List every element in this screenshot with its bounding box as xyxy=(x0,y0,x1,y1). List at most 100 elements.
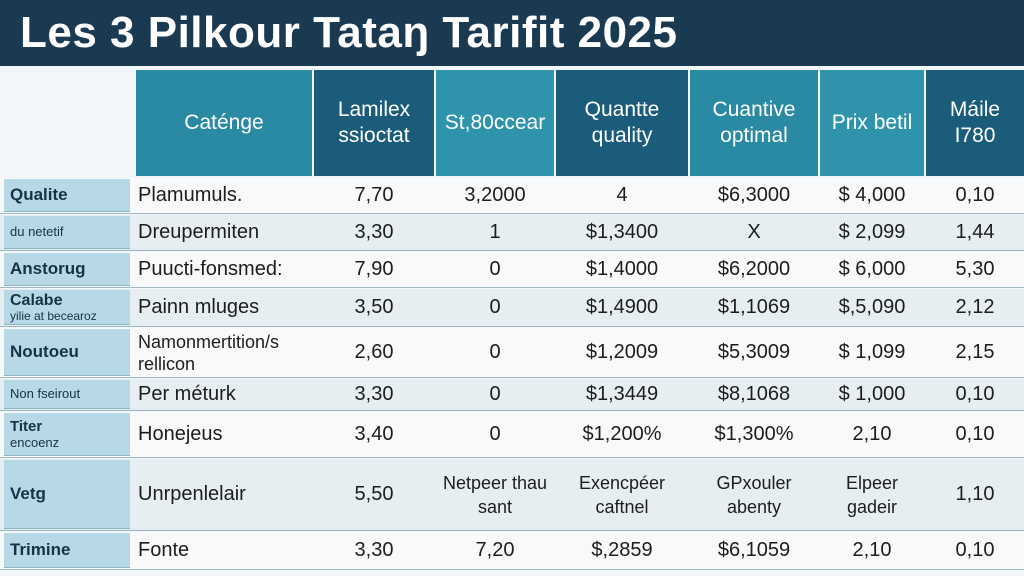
table-cell: Puucti-fonsmed: xyxy=(138,258,283,280)
table-cell: $,2859 xyxy=(591,539,653,561)
table-cell: 0 xyxy=(489,258,501,280)
table-cell: $,5,090 xyxy=(838,296,906,318)
table-cell: $1,3400 xyxy=(585,221,659,243)
table-cell: 3,50 xyxy=(354,296,394,318)
row-label: Vetg xyxy=(4,460,130,529)
row-label: Trimine xyxy=(4,533,130,568)
table-cell: X xyxy=(747,221,761,243)
column-header: St,80ccear xyxy=(436,70,554,176)
row-label: Qualite xyxy=(4,179,130,212)
table-cell: 2,12 xyxy=(955,296,995,318)
table-row: Calabe yilie at becearoz Painn mluges 3,… xyxy=(0,289,1024,327)
row-label-text: Anstorug xyxy=(10,259,86,278)
table-cell: 5,30 xyxy=(955,258,995,280)
table-row: Anstorug Puucti-fonsmed: 7,90 0 $1,4000 … xyxy=(0,252,1024,288)
table-cell: 0 xyxy=(489,423,501,445)
table-row: Non fseirout Per méturk 3,30 0 $1,3449 $… xyxy=(0,379,1024,411)
table-row: du netetif Dreupermiten 3,30 1 $1,3400 X… xyxy=(0,215,1024,251)
row-label-text: Vetg xyxy=(10,484,46,503)
table-cell: $1,4000 xyxy=(585,258,659,280)
table-cell: Per méturk xyxy=(138,383,236,405)
row-label: Calabe yilie at becearoz xyxy=(4,290,130,325)
row-label: Anstorug xyxy=(4,253,130,286)
table-cell: 1,10 xyxy=(955,483,995,505)
table-cell: $1,1069 xyxy=(717,296,791,318)
table-cell: 3,30 xyxy=(354,383,394,405)
table-cell: 5,50 xyxy=(354,483,394,505)
table-cell: $8,1068 xyxy=(717,383,791,405)
table-cell: $1,2009 xyxy=(585,341,659,363)
row-label-text: Calabe xyxy=(10,291,63,309)
table-cell: $ 2,099 xyxy=(838,221,906,243)
table-cell: 2,10 xyxy=(852,539,892,561)
table-cell: Elpeer gadeir xyxy=(845,472,899,517)
row-label-text: Titer xyxy=(10,418,43,435)
table-cell: 0 xyxy=(489,383,501,405)
row-label-text: Qualite xyxy=(10,185,68,204)
row-label: du netetif xyxy=(4,216,130,249)
table-cell: 3,40 xyxy=(354,423,394,445)
column-header: Prix betil xyxy=(820,70,924,176)
table-cell: $ 4,000 xyxy=(838,184,906,206)
column-header: Caténge xyxy=(136,70,312,176)
table-cell: Exencpéer caftnel xyxy=(578,472,666,517)
table-cell: Unrpenlelair xyxy=(138,483,246,505)
table-row: Vetg Unrpenlelair 5,50 Netpeer thau sant… xyxy=(0,459,1024,531)
row-label-subtext: encoenz xyxy=(10,435,60,450)
table-cell: $ 6,000 xyxy=(838,258,906,280)
table-cell: $1,4900 xyxy=(585,296,659,318)
table-cell: 4 xyxy=(616,184,628,206)
title-bar: Les 3 Pilkour Tataŋ Tarifit 2025 xyxy=(0,0,1024,66)
table-cell: $ 1,000 xyxy=(838,383,906,405)
table-cell: 2,15 xyxy=(955,341,995,363)
table-cell: 0,10 xyxy=(955,423,995,445)
row-label: Non fseirout xyxy=(4,380,130,409)
table-cell: Honejeus xyxy=(138,423,223,445)
table-cell: 0,10 xyxy=(955,539,995,561)
table-cell: $1,200% xyxy=(582,423,662,445)
table-cell: 3,2000 xyxy=(464,184,526,206)
table-row: Trimine Fonte 3,30 7,20 $,2859 $6,1059 2… xyxy=(0,532,1024,570)
table-cell: 0,10 xyxy=(955,383,995,405)
table-header-row: Caténge Lamilex ssioctat St,80ccear Quan… xyxy=(0,70,1024,176)
table-cell: $ 1,099 xyxy=(838,341,906,363)
table-cell: 2,10 xyxy=(852,423,892,445)
table-row: Qualite Plamumuls. 7,70 3,2000 4 $6,3000… xyxy=(0,178,1024,214)
table-cell: $5,3009 xyxy=(717,341,791,363)
row-label: Noutoeu xyxy=(4,329,130,376)
table-cell: Dreupermiten xyxy=(138,221,260,243)
pricing-table: Caténge Lamilex ssioctat St,80ccear Quan… xyxy=(0,70,1024,576)
table-cell: Plamumuls. xyxy=(138,184,243,206)
table-cell: 7,20 xyxy=(475,539,515,561)
table-cell: 1,44 xyxy=(955,221,995,243)
table-cell: $6,1059 xyxy=(717,539,791,561)
table-cell: $6,2000 xyxy=(717,258,791,280)
table-cell: 0 xyxy=(489,296,501,318)
table-cell: 1 xyxy=(489,221,501,243)
row-label-text: Non fseirout xyxy=(10,386,81,401)
table-cell: Fonte xyxy=(138,539,190,561)
row-label-text: Trimine xyxy=(10,540,71,559)
table-cell: 0 xyxy=(489,341,501,363)
table-cell: $6,3000 xyxy=(717,184,791,206)
row-label-text: du netetif xyxy=(10,224,64,239)
table-cell: GPxouler abenty xyxy=(716,472,792,517)
table-cell: $1,300% xyxy=(714,423,794,445)
table-cell: 7,70 xyxy=(354,184,394,206)
column-header: Lamilex ssioctat xyxy=(314,70,434,176)
column-header: Quantte quality xyxy=(556,70,688,176)
table-row: Noutoeu Namonmertition/s rellicon 2,60 0… xyxy=(0,328,1024,378)
table-cell: 3,30 xyxy=(354,539,394,561)
table-cell: 3,30 xyxy=(354,221,394,243)
row-label-text: Noutoeu xyxy=(10,342,79,361)
table-cell: Namonmertition/s rellicon xyxy=(138,331,280,374)
column-header: Máile Ι780 xyxy=(926,70,1024,176)
page-title: Les 3 Pilkour Tataŋ Tarifit 2025 xyxy=(20,8,678,57)
row-label: Titer encoenz xyxy=(4,413,130,456)
table-cell: Painn mluges xyxy=(138,296,260,318)
row-label-subtext: yilie at becearoz xyxy=(10,308,97,323)
table-cell: 0,10 xyxy=(955,184,995,206)
table-cell: 2,60 xyxy=(354,341,394,363)
table-cell: Netpeer thau sant xyxy=(442,472,548,517)
table-cell: $1,3449 xyxy=(585,383,659,405)
